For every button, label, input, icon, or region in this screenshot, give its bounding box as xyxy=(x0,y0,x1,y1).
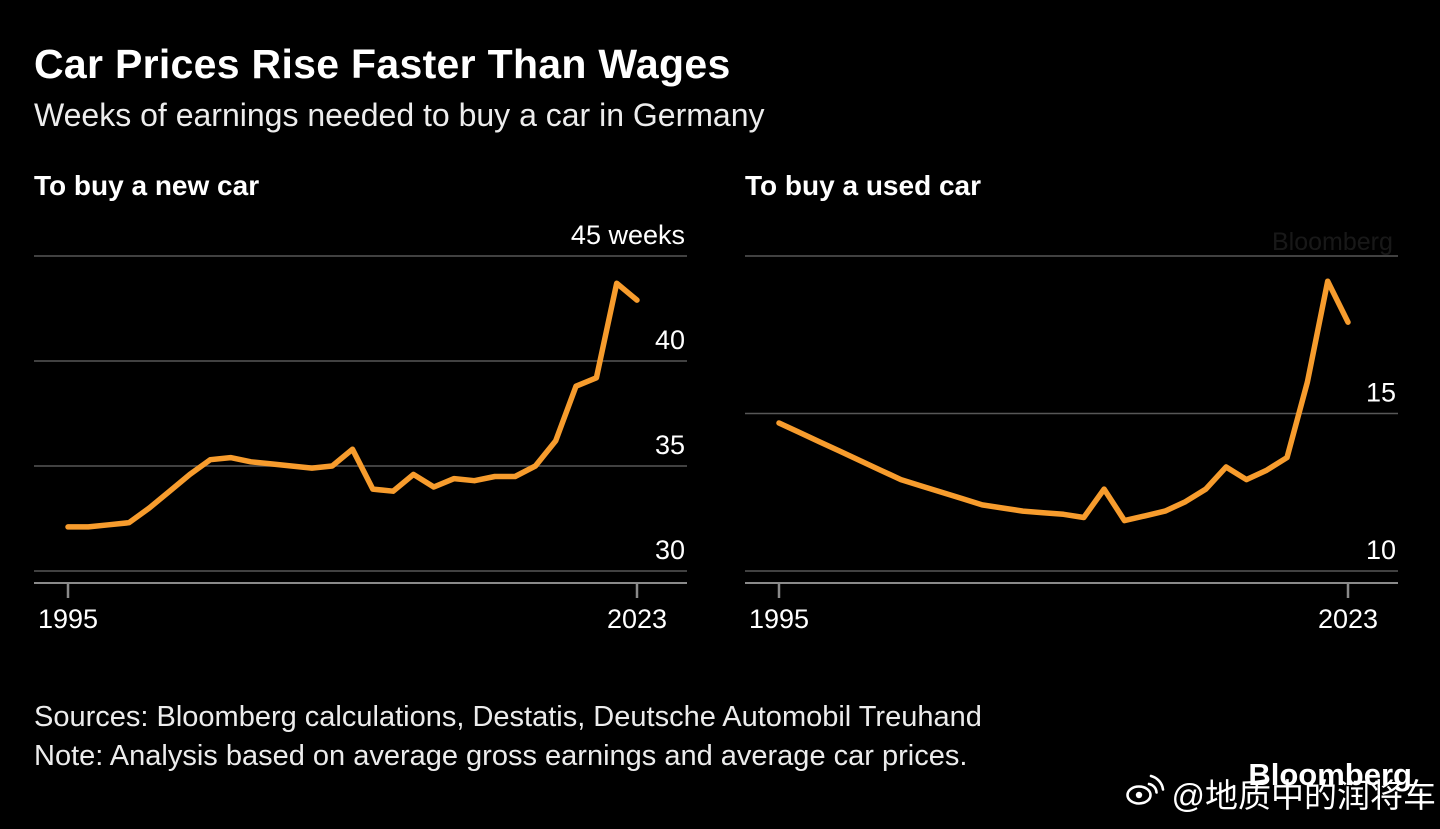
watermark-handle: @地质中的润将车 xyxy=(1171,777,1437,814)
x-tick-label: 2023 xyxy=(1318,604,1378,634)
x-tick-label: 1995 xyxy=(38,604,98,634)
y-axis-label: 40 xyxy=(655,325,685,355)
new-car-panel: To buy a new car 45 weeks 40 35 30 1995 2023 xyxy=(34,170,687,640)
x-tick-label: 2023 xyxy=(607,604,667,634)
charts-row: To buy a new car 45 weeks 40 35 30 1995 2023 … xyxy=(0,134,1440,640)
page-title: Car Prices Rise Faster Than Wages xyxy=(34,41,731,87)
footer: Sources: Bloomberg calculations, Destati… xyxy=(0,640,1440,775)
y-axis-label: 45 weeks xyxy=(571,220,685,250)
y-axis-label: 30 xyxy=(655,535,685,565)
data-line xyxy=(776,278,1351,524)
header: Car Prices Rise Faster Than Wages Weeks … xyxy=(0,0,1440,134)
new-car-chart-title: To buy a new car xyxy=(34,170,260,202)
used-car-panel: To buy a used car 15 10 1995 2023 xyxy=(745,170,1398,640)
y-axis-label: 15 xyxy=(1366,378,1396,408)
page-subtitle: Weeks of earnings needed to buy a car in… xyxy=(34,96,765,133)
note-line: Note: Analysis based on average gross ea… xyxy=(34,739,968,772)
watermark: @地质中的润将车 xyxy=(1125,769,1437,817)
used-car-chart-title: To buy a used car xyxy=(745,170,981,202)
weibo-icon xyxy=(1125,772,1165,814)
used-car-chart: 15 10 1995 2023 xyxy=(745,255,1398,634)
y-axis-label: 35 xyxy=(655,430,685,460)
new-car-chart: 45 weeks 40 35 30 1995 2023 xyxy=(34,220,687,634)
sources-line: Sources: Bloomberg calculations, Destati… xyxy=(34,701,982,734)
data-line xyxy=(65,280,640,530)
y-axis-label: 10 xyxy=(1366,535,1396,565)
ghost-brand-watermark: Bloomberg xyxy=(1272,228,1393,256)
x-tick-label: 1995 xyxy=(749,604,809,634)
bloomberg-logo: Bloomberg xyxy=(1248,757,1412,792)
